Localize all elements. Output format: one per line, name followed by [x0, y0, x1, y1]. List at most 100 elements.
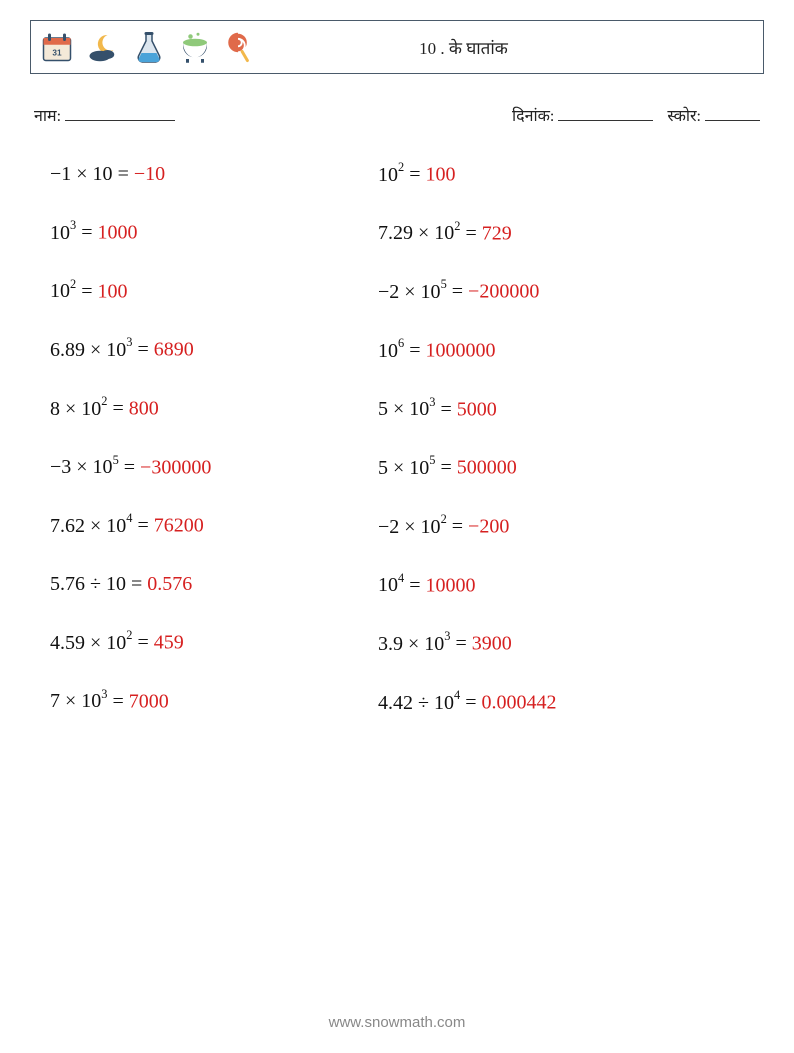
problem-lhs: 8 × 102 — [50, 398, 107, 420]
problem-answer: 500000 — [457, 457, 517, 479]
flask-icon — [131, 29, 167, 65]
svg-text:31: 31 — [52, 48, 62, 57]
equals-sign: = — [435, 457, 456, 479]
equals-sign: = — [447, 516, 468, 538]
problem-answer: −300000 — [140, 456, 211, 478]
problem-answer: 6890 — [154, 339, 194, 361]
score-blank[interactable] — [705, 104, 760, 121]
problem-lhs: 3.9 × 103 — [378, 633, 450, 655]
problem-answer: −200000 — [468, 281, 539, 303]
problem-row: 7.29 × 102 = 729 — [378, 221, 764, 246]
problem-row: 4.59 × 102 = 459 — [50, 630, 378, 655]
problem-lhs: 6.89 × 103 — [50, 339, 132, 361]
problem-row: 7 × 103 = 7000 — [50, 689, 378, 714]
equals-sign: = — [76, 280, 97, 302]
header-icons: 31 — [39, 29, 322, 65]
problem-row: 7.62 × 104 = 76200 — [50, 513, 378, 538]
problem-row: 3.9 × 103 = 3900 — [378, 631, 764, 656]
problem-answer: 1000 — [97, 222, 137, 244]
name-blank[interactable] — [65, 104, 175, 121]
problem-lhs: 5 × 105 — [378, 457, 435, 479]
exponent: 2 — [398, 160, 404, 174]
problem-row: 103 = 1000 — [50, 220, 378, 245]
equals-sign: = — [450, 633, 471, 655]
lollipop-icon — [223, 29, 259, 65]
problem-row: −1 × 10 = −10 — [50, 162, 378, 186]
cauldron-icon — [177, 29, 213, 65]
problem-lhs: 7 × 103 — [50, 690, 107, 712]
problem-answer: 800 — [129, 398, 159, 420]
problem-answer: 10000 — [425, 574, 475, 596]
header-box: 31 — [30, 20, 764, 74]
problem-lhs: 7.62 × 104 — [50, 515, 132, 537]
exponent: 2 — [70, 277, 76, 291]
problem-row: 106 = 1000000 — [378, 338, 764, 363]
problem-answer: 0.576 — [147, 573, 192, 595]
problems-grid: −1 × 10 = −10 103 = 1000 102 = 100 6.89 × 1… — [30, 162, 764, 715]
problem-lhs: 4.42 ÷ 104 — [378, 692, 460, 714]
problem-lhs: 106 — [378, 340, 404, 362]
problem-row: 6.89 × 103 = 6890 — [50, 337, 378, 362]
equals-sign: = — [113, 163, 134, 185]
problem-answer: −10 — [134, 163, 165, 185]
problem-answer: 7000 — [129, 690, 169, 712]
worksheet-title: 10 . के घातांक — [322, 36, 755, 59]
equals-sign: = — [404, 340, 425, 362]
problem-answer: 0.000442 — [481, 692, 556, 714]
problem-lhs: −2 × 105 — [378, 281, 447, 303]
problem-answer: 3900 — [472, 633, 512, 655]
exponent: 5 — [113, 453, 119, 467]
problem-answer: 100 — [425, 164, 455, 186]
problem-answer: 76200 — [154, 515, 204, 537]
problem-row: 102 = 100 — [378, 162, 764, 187]
exponent: 2 — [454, 219, 460, 233]
equals-sign: = — [76, 222, 97, 244]
problem-answer: 100 — [97, 280, 127, 302]
problem-row: 5 × 103 = 5000 — [378, 397, 764, 422]
exponent: 2 — [101, 394, 107, 408]
problem-lhs: 4.59 × 102 — [50, 632, 132, 654]
exponent: 3 — [429, 395, 435, 409]
equals-sign: = — [460, 222, 481, 244]
problem-lhs: 103 — [50, 222, 76, 244]
equals-sign: = — [404, 574, 425, 596]
worksheet-page: 31 — [0, 0, 794, 1053]
problem-lhs: −3 × 105 — [50, 456, 119, 478]
exponent: 5 — [441, 277, 447, 291]
problem-answer: 5000 — [457, 398, 497, 420]
problem-lhs: 7.29 × 102 — [378, 222, 460, 244]
problems-column-right: 102 = 100 7.29 × 102 = 729 −2 × 105 = −200… — [378, 162, 764, 715]
equals-sign: = — [404, 164, 425, 186]
problem-row: 4.42 ÷ 104 = 0.000442 — [378, 690, 764, 715]
name-label: नाम: — [34, 108, 61, 125]
problem-row: 8 × 102 = 800 — [50, 396, 378, 421]
problems-column-left: −1 × 10 = −10 103 = 1000 102 = 100 6.89 × 1… — [50, 162, 378, 715]
problem-lhs: 104 — [378, 574, 404, 596]
problem-row: −3 × 105 = −300000 — [50, 455, 378, 480]
exponent: 3 — [126, 335, 132, 349]
problem-row: 102 = 100 — [50, 279, 378, 304]
problem-answer: 459 — [154, 632, 184, 654]
date-blank[interactable] — [558, 104, 653, 121]
problem-lhs: 5 × 103 — [378, 398, 435, 420]
problem-row: 5.76 ÷ 10 = 0.576 — [50, 572, 378, 596]
problem-row: −2 × 105 = −200000 — [378, 279, 764, 304]
equals-sign: = — [132, 632, 153, 654]
problem-lhs: −1 × 10 — [50, 163, 113, 185]
equals-sign: = — [132, 339, 153, 361]
problem-lhs: 102 — [50, 280, 76, 302]
problem-lhs: 5.76 ÷ 10 — [50, 573, 126, 595]
equals-sign: = — [435, 398, 456, 420]
score-field: स्कोर: — [667, 104, 760, 126]
exponent: 3 — [70, 218, 76, 232]
problem-answer: 729 — [482, 222, 512, 244]
problem-lhs: 102 — [378, 164, 404, 186]
problem-answer: −200 — [468, 516, 509, 538]
exponent: 6 — [398, 336, 404, 350]
score-label: स्कोर: — [667, 108, 701, 125]
problem-answer: 1000000 — [425, 340, 495, 362]
problem-row: −2 × 102 = −200 — [378, 514, 764, 539]
equals-sign: = — [119, 456, 140, 478]
exponent: 3 — [101, 687, 107, 701]
exponent: 2 — [126, 628, 132, 642]
